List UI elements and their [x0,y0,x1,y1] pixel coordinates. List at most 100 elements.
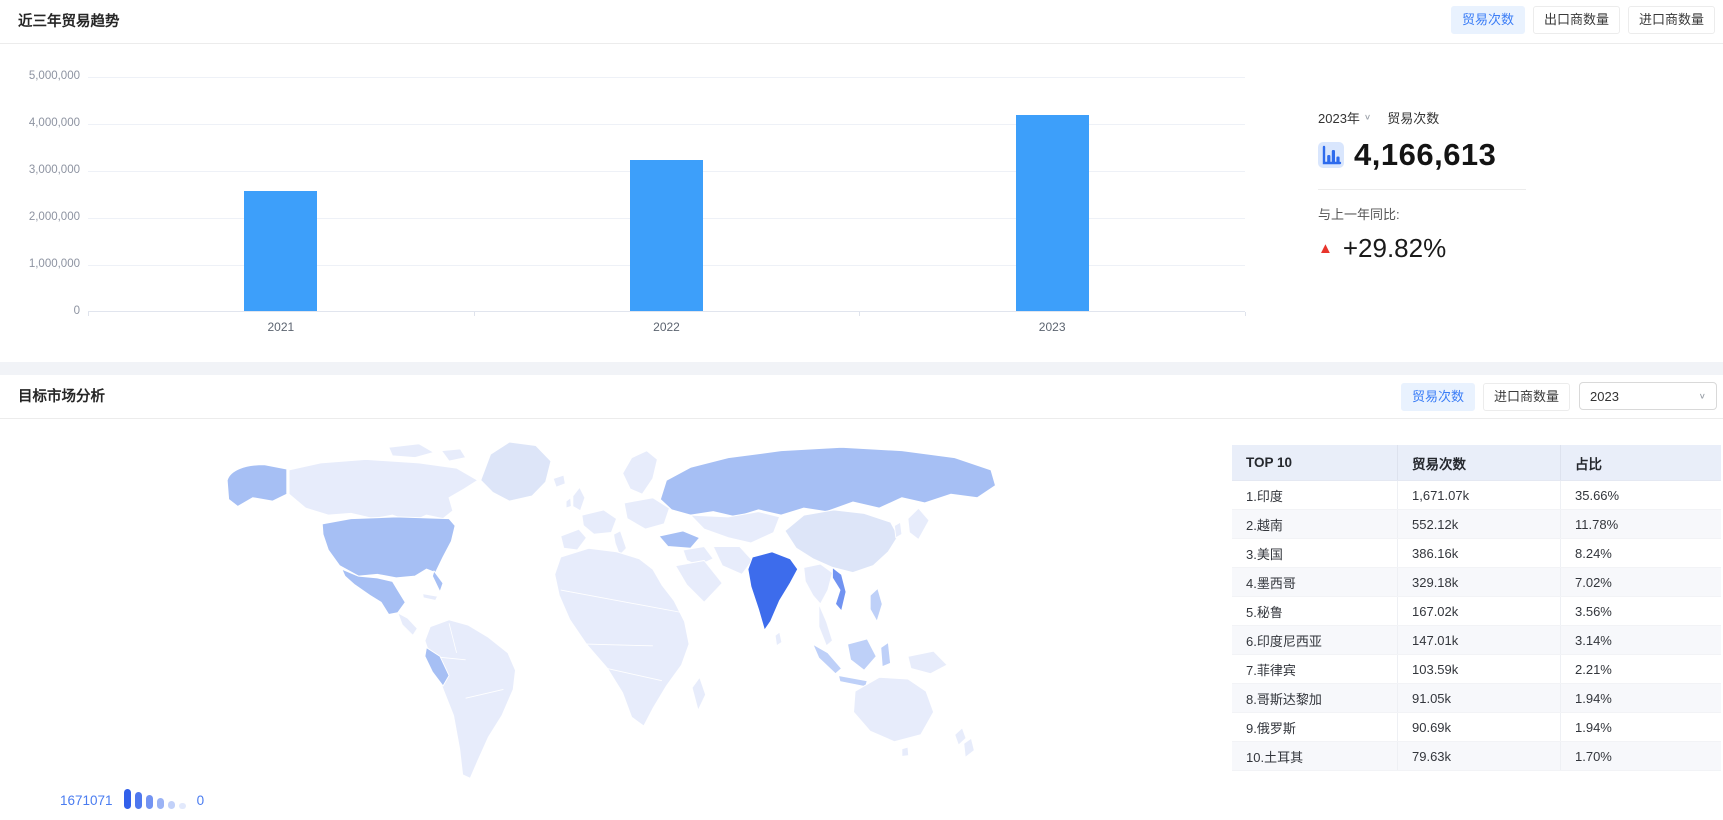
tab-trade-count[interactable]: 贸易次数 [1400,383,1475,411]
country-usa-florida[interactable] [432,570,444,593]
country-italy[interactable] [613,530,627,556]
country-turkey[interactable] [658,530,701,549]
country-madagascar[interactable] [691,676,707,711]
section1-header: 近三年贸易趋势 贸易次数 出口商数量 进口商数量 [0,0,1723,44]
country-china[interactable] [784,509,899,574]
x-tick-label: 2022 [653,320,680,334]
country-greenland[interactable] [480,441,552,502]
country-scandinavia[interactable] [622,450,658,495]
tab-importer-count[interactable]: 进口商数量 [1627,6,1715,34]
section2-metric-tabs: 贸易次数 进口商数量 [1400,383,1570,411]
bar-2021[interactable] [244,191,318,311]
legend-min-label: 0 [196,793,205,808]
country-east-europe[interactable] [623,497,670,530]
country-sri-lanka[interactable] [774,631,783,647]
bar-2022[interactable] [630,160,703,311]
country-new-zealand[interactable] [954,727,975,758]
divider [1318,189,1526,190]
year-select-value: 2023 [1590,388,1619,404]
country-alaska[interactable] [226,464,288,507]
country-france-central-europe[interactable] [581,509,618,535]
country-sea-mainland[interactable] [803,563,833,605]
table-cell: 1.94% [1560,713,1721,741]
triangle-up-icon: ▲ [1318,240,1333,257]
table-cell: 9.俄罗斯 [1246,720,1296,736]
country-malay-peninsula[interactable] [818,603,833,647]
country-canada[interactable] [288,458,479,523]
country-iceland[interactable] [552,474,566,488]
year-dropdown-value: 2023年 [1318,111,1360,126]
yoy-label: 与上一年同比: [1318,207,1400,222]
y-tick-label: 5,000,000 [28,70,80,82]
country-iberia[interactable] [560,528,587,551]
section2-title: 目标市场分析 [18,389,105,405]
legend-bar [156,798,164,809]
table-cell: 386.16k [1397,539,1560,567]
country-japan[interactable] [907,507,930,541]
table-cell: 1,671.07k [1397,481,1560,509]
country-arabia[interactable] [675,559,723,603]
country-central-america[interactable] [397,612,418,636]
table-cell: 3.美国 [1246,546,1283,562]
world-map[interactable] [200,428,1000,794]
country-india[interactable] [747,551,799,631]
table-row[interactable]: 4.墨西哥 329.18k 7.02% [1232,568,1721,597]
table-row[interactable]: 6.印度尼西亚 147.01k 3.14% [1232,626,1721,655]
country-philippines[interactable] [869,587,883,622]
table-row[interactable]: 8.哥斯达黎加 91.05k 1.94% [1232,684,1721,713]
gridline [88,124,1245,125]
table-row[interactable]: 9.俄罗斯 90.69k 1.94% [1232,713,1721,742]
table-row[interactable]: 1.印度 1,671.07k 35.66% [1232,481,1721,510]
bar-2023[interactable] [1015,115,1089,311]
legend-bar [178,803,186,809]
country-australia[interactable] [853,676,935,743]
country-south-america[interactable] [424,619,516,779]
country-usa[interactable] [321,516,456,579]
table-cell: 552.12k [1397,510,1560,538]
tab-exporter-count[interactable]: 出口商数量 [1532,6,1620,34]
y-tick-label: 0 [73,305,80,317]
tab-trade-count[interactable]: 贸易次数 [1450,6,1525,34]
year-select[interactable]: 2023 ∨ [1579,382,1717,410]
country-russia[interactable] [659,446,996,518]
top10-table: TOP 10 贸易次数 占比 1.印度 1,671.07k 35.66% 2.越南 552.1… [1232,445,1721,771]
country-cuba[interactable] [422,593,439,602]
country-vietnam[interactable] [832,566,847,612]
table-header-cell: 贸易次数 [1397,445,1560,480]
x-tick-label: 2023 [1038,320,1066,334]
x-tick-label: 2021 [267,320,295,334]
y-tick-label: 2,000,000 [28,211,80,223]
country-iran[interactable] [712,545,753,575]
table-cell: 2.越南 [1246,517,1283,533]
country-new-guinea[interactable] [907,650,948,675]
country-ireland[interactable] [565,497,572,509]
legend-bar [167,801,175,809]
table-header-row: TOP 10 贸易次数 占比 [1232,445,1721,481]
tab-importer-count[interactable]: 进口商数量 [1482,383,1570,411]
table-row[interactable]: 10.土耳其 79.63k 1.70% [1232,742,1721,771]
table-row[interactable]: 7.菲律宾 103.59k 2.21% [1232,655,1721,684]
table-header-cell: TOP 10 [1246,455,1293,470]
table-row[interactable]: 2.越南 552.12k 11.78% [1232,510,1721,539]
section1-metric-tabs: 贸易次数 出口商数量 进口商数量 [1450,6,1715,34]
country-uk[interactable] [572,486,586,512]
table-cell: 3.14% [1560,626,1721,654]
country-arctic-islands[interactable] [388,443,467,462]
year-dropdown[interactable]: 2023年 ∨ [1318,108,1371,127]
table-cell: 35.66% [1560,481,1721,509]
country-peru[interactable] [424,647,450,687]
legend-max-label: 1671071 [60,793,113,808]
country-central-asia[interactable] [690,511,781,544]
table-row[interactable]: 3.美国 386.16k 8.24% [1232,539,1721,568]
section1-title: 近三年贸易趋势 [18,14,120,30]
table-row[interactable]: 5.秘鲁 167.02k 3.56% [1232,597,1721,626]
country-africa[interactable] [554,547,690,727]
country-korea[interactable] [893,521,903,539]
x-axis-tick [859,312,861,316]
country-tasmania[interactable] [901,746,910,758]
table-cell: 1.70% [1560,742,1721,770]
y-axis: 5,000,000 4,000,000 3,000,000 2,000,000 1,00… [20,70,80,317]
stats-metric-label: 贸易次数 [1387,111,1440,126]
stats-panel: 2023年 ∨ 贸易次数 4,166,613 与上一年同比: ▲ +29.82% [1318,108,1532,264]
